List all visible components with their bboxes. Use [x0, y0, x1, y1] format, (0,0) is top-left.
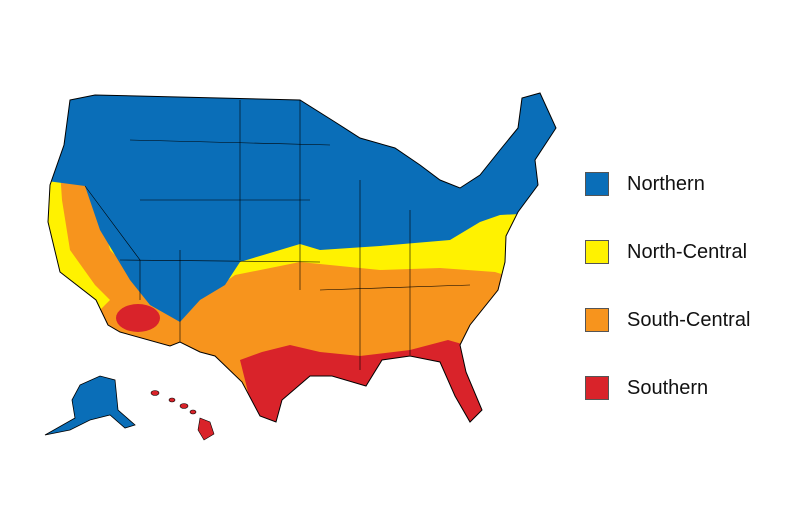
legend-swatch [585, 240, 609, 264]
legend-item-southern: Southern [585, 354, 750, 422]
southern-zone [240, 340, 490, 422]
hawaii [150, 390, 215, 441]
legend-swatch [585, 172, 609, 196]
legend-label: North-Central [627, 240, 748, 263]
state-borders [84, 100, 471, 370]
legend-item-south-central: South-Central [585, 286, 750, 354]
southern-zone-arizona [116, 304, 160, 332]
alaska [44, 375, 136, 436]
legend-label: South-Central [627, 308, 751, 331]
legend-label: Southern [627, 376, 709, 399]
legend-swatch [585, 308, 609, 332]
legend: Northern North-Central South-Central Sou… [585, 150, 750, 422]
legend-item-north-central: North-Central [585, 218, 750, 286]
legend-label: Northern [627, 172, 705, 195]
legend-item-northern: Northern [585, 150, 750, 218]
legend-swatch [585, 376, 609, 400]
